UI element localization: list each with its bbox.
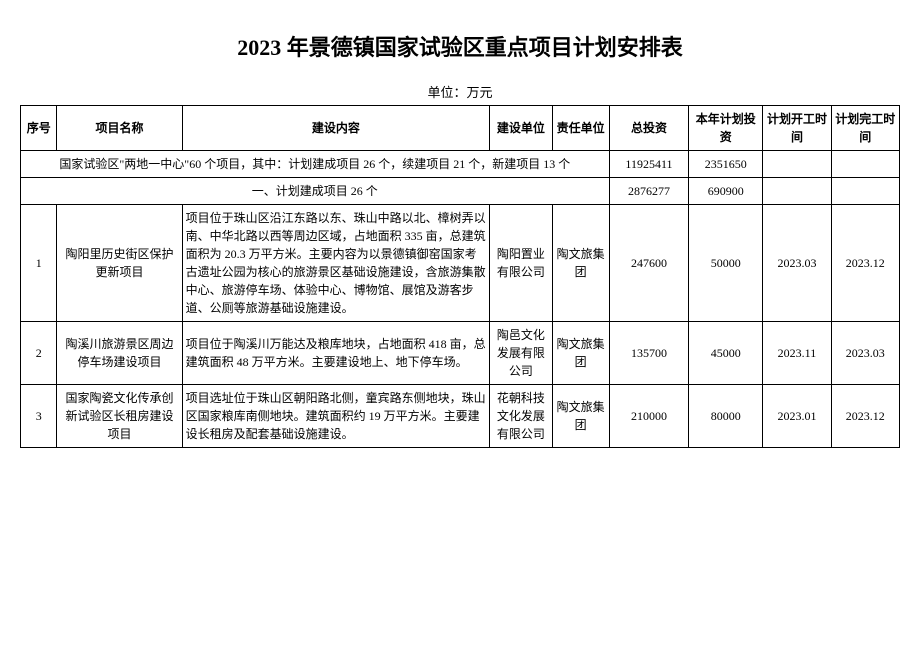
cell-year: 50000 (689, 205, 763, 322)
group2-start (763, 178, 831, 205)
group-row-1: 国家试验区"两地一中心"60 个项目，其中：计划建成项目 26 个，续建项目 2… (21, 151, 900, 178)
page-title: 2023 年景德镇国家试验区重点项目计划安排表 (20, 30, 900, 62)
group1-start (763, 151, 831, 178)
cell-build-unit: 花朝科技文化发展有限公司 (490, 385, 553, 448)
cell-end: 2023.12 (831, 205, 899, 322)
cell-content: 项目位于珠山区沿江东路以东、珠山中路以北、樟树弄以南、中华北路以西等周边区域，占… (182, 205, 489, 322)
group2-year: 690900 (689, 178, 763, 205)
group1-end (831, 151, 899, 178)
cell-start: 2023.11 (763, 322, 831, 385)
header-start-time: 计划开工时间 (763, 106, 831, 151)
cell-start: 2023.03 (763, 205, 831, 322)
cell-build-unit: 陶邑文化发展有限公司 (490, 322, 553, 385)
cell-start: 2023.01 (763, 385, 831, 448)
cell-resp-unit: 陶文旅集团 (552, 385, 609, 448)
group2-label: 一、计划建成项目 26 个 (21, 178, 610, 205)
header-resp-unit: 责任单位 (552, 106, 609, 151)
cell-end: 2023.03 (831, 322, 899, 385)
header-total-invest: 总投资 (609, 106, 689, 151)
project-table: 序号 项目名称 建设内容 建设单位 责任单位 总投资 本年计划投资 计划开工时间… (20, 105, 900, 448)
group2-total: 2876277 (609, 178, 689, 205)
group2-end (831, 178, 899, 205)
cell-resp-unit: 陶文旅集团 (552, 322, 609, 385)
cell-build-unit: 陶阳置业有限公司 (490, 205, 553, 322)
table-row: 3 国家陶瓷文化传承创新试验区长租房建设项目 项目选址位于珠山区朝阳路北侧，童宾… (21, 385, 900, 448)
cell-content: 项目位于陶溪川万能达及粮库地块，占地面积 418 亩，总建筑面积 48 万平方米… (182, 322, 489, 385)
unit-label: 单位：万元 (20, 82, 900, 101)
header-content: 建设内容 (182, 106, 489, 151)
group1-year: 2351650 (689, 151, 763, 178)
table-row: 1 陶阳里历史街区保护更新项目 项目位于珠山区沿江东路以东、珠山中路以北、樟树弄… (21, 205, 900, 322)
cell-name: 陶溪川旅游景区周边停车场建设项目 (57, 322, 182, 385)
cell-total: 247600 (609, 205, 689, 322)
cell-year: 80000 (689, 385, 763, 448)
header-seq: 序号 (21, 106, 57, 151)
cell-seq: 1 (21, 205, 57, 322)
cell-year: 45000 (689, 322, 763, 385)
header-row: 序号 项目名称 建设内容 建设单位 责任单位 总投资 本年计划投资 计划开工时间… (21, 106, 900, 151)
cell-name: 陶阳里历史街区保护更新项目 (57, 205, 182, 322)
cell-total: 210000 (609, 385, 689, 448)
header-build-unit: 建设单位 (490, 106, 553, 151)
group-row-2: 一、计划建成项目 26 个 2876277 690900 (21, 178, 900, 205)
cell-end: 2023.12 (831, 385, 899, 448)
cell-name: 国家陶瓷文化传承创新试验区长租房建设项目 (57, 385, 182, 448)
table-row: 2 陶溪川旅游景区周边停车场建设项目 项目位于陶溪川万能达及粮库地块，占地面积 … (21, 322, 900, 385)
group1-total: 11925411 (609, 151, 689, 178)
cell-resp-unit: 陶文旅集团 (552, 205, 609, 322)
header-name: 项目名称 (57, 106, 182, 151)
cell-seq: 3 (21, 385, 57, 448)
header-year-invest: 本年计划投资 (689, 106, 763, 151)
cell-seq: 2 (21, 322, 57, 385)
header-end-time: 计划完工时间 (831, 106, 899, 151)
cell-total: 135700 (609, 322, 689, 385)
cell-content: 项目选址位于珠山区朝阳路北侧，童宾路东侧地块，珠山区国家粮库南侧地块。建筑面积约… (182, 385, 489, 448)
group1-label: 国家试验区"两地一中心"60 个项目，其中：计划建成项目 26 个，续建项目 2… (21, 151, 610, 178)
